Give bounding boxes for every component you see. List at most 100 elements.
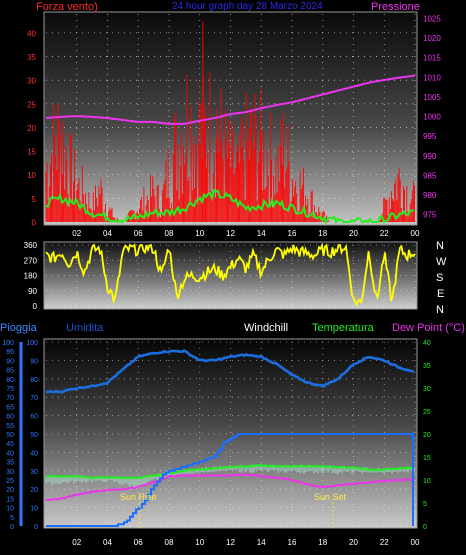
pressure-line xyxy=(45,74,416,125)
bottom-right-tick-label: 5 xyxy=(423,501,427,508)
dir-letter-n2: N xyxy=(436,304,444,316)
top-right-tick-label: 980 xyxy=(423,191,437,200)
top-left-tick-label: 30 xyxy=(27,77,36,86)
bottom-inner-tick-label: 20 xyxy=(30,487,38,494)
bottom-x-tick-label: 06 xyxy=(134,538,143,547)
bottom-inner-tick-label: 50 xyxy=(30,432,38,439)
top-x-tick-label: 08 xyxy=(165,229,174,238)
dewpoint-title: Dew Point (°C) xyxy=(392,322,465,334)
top-left-tick-label: 0 xyxy=(32,219,37,228)
top-right-tick-label: 985 xyxy=(423,171,437,180)
top-series-layer xyxy=(45,21,416,225)
top-x-tick-label: 04 xyxy=(103,229,112,238)
bottom-outer-tick-label: 75 xyxy=(6,386,14,393)
bottom-x-tick-label: 02 xyxy=(72,538,81,547)
bottom-x-tick-label: 22 xyxy=(380,538,389,547)
bottom-inner-tick-label: 30 xyxy=(30,469,38,476)
bottom-outer-tick-label: 100 xyxy=(2,340,14,347)
bottom-right-tick-label: 20 xyxy=(423,432,431,439)
bottom-outer-tick-label: 15 xyxy=(6,496,14,503)
bottom-outer-tick-label: 90 xyxy=(6,358,14,365)
bottom-outer-tick-label: 25 xyxy=(6,478,14,485)
top-right-tick-label: 1020 xyxy=(423,34,441,43)
bottom-x-tick-label: 12 xyxy=(226,538,235,547)
dir-letter-n1: N xyxy=(436,240,444,252)
dir-letter-s: S xyxy=(436,272,443,284)
top-x-tick-label: 20 xyxy=(349,229,358,238)
bottom-outer-tick-label: 95 xyxy=(6,349,14,356)
bottom-outer-tick-label: 45 xyxy=(6,441,14,448)
top-x-tick-label: 02 xyxy=(72,229,81,238)
bottom-inner-tick-label: 40 xyxy=(30,450,38,457)
bottom-outer-tick-label: 35 xyxy=(6,460,14,467)
bottom-inner-tick-label: 60 xyxy=(30,414,38,421)
bottom-x-tick-label: 10 xyxy=(195,538,204,547)
top-right-tick-label: 990 xyxy=(423,152,437,161)
bottom-inner-tick-label: 70 xyxy=(30,395,38,402)
dir-tick-label: 180 xyxy=(24,272,38,281)
top-left-tick-label: 15 xyxy=(27,148,36,157)
bottom-right-tick-label: 35 xyxy=(423,363,431,370)
temperature-line xyxy=(45,463,415,480)
top-x-tick-label: 22 xyxy=(380,229,389,238)
rain-title: Pioggia xyxy=(0,322,38,334)
bottom-outer-tick-label: 10 xyxy=(6,506,14,513)
top-left-tick-label: 20 xyxy=(27,124,36,133)
top-x-tick-label: 18 xyxy=(318,229,327,238)
bottom-outer-tick-label: 5 xyxy=(10,515,14,522)
top-right-tick-label: 1000 xyxy=(423,113,441,122)
top-x-tick-label: 12 xyxy=(226,229,235,238)
bottom-outer-tick-label: 55 xyxy=(6,423,14,430)
windchill-title: Windchill xyxy=(244,322,288,334)
humidity-title: Umidita xyxy=(66,322,104,334)
bottom-x-tick-label: 20 xyxy=(349,538,358,547)
top-x-tick-label: 14 xyxy=(257,229,266,238)
avg-wind-line xyxy=(45,188,415,225)
bottom-right-tick-label: 30 xyxy=(423,386,431,393)
bottom-outer-tick-label: 70 xyxy=(6,395,14,402)
bottom-right-tick-label: 0 xyxy=(423,524,427,531)
bottom-right-tick-label: 15 xyxy=(423,455,431,462)
bottom-outer-tick-label: 0 xyxy=(10,524,14,531)
top-right-tick-label: 975 xyxy=(423,211,437,220)
dir-tick-label: 0 xyxy=(33,302,38,311)
bottom-outer-tick-label: 30 xyxy=(6,469,14,476)
bottom-outer-tick-label: 80 xyxy=(6,377,14,384)
top-left-tick-label: 25 xyxy=(27,100,36,109)
top-left-tick-label: 5 xyxy=(32,195,37,204)
top-right-tick-label: 1005 xyxy=(423,93,441,102)
bottom-x-tick-label: 08 xyxy=(165,538,174,547)
bottom-right-tick-label: 10 xyxy=(423,478,431,485)
direction-line xyxy=(45,242,416,307)
bottom-right-tick-label: 25 xyxy=(423,409,431,416)
top-right-tick-label: 995 xyxy=(423,132,437,141)
bottom-inner-tick-label: 80 xyxy=(30,377,38,384)
temperature-title: Temperatura xyxy=(312,322,375,334)
pressure-title: Pressione xyxy=(371,1,420,13)
bottom-inner-tick-label: 90 xyxy=(30,358,38,365)
bottom-x-tick-label: 00 xyxy=(411,538,420,547)
bottom-outer-tick-label: 40 xyxy=(6,450,14,457)
bottom-outer-tick-label: 65 xyxy=(6,404,14,411)
top-right-tick-label: 1015 xyxy=(423,54,441,63)
top-x-tick-label: 10 xyxy=(195,229,204,238)
dir-tick-label: 360 xyxy=(24,241,38,250)
rain-line xyxy=(46,430,414,527)
bottom-outer-tick-label: 20 xyxy=(6,487,14,494)
top-x-tick-label: 06 xyxy=(134,229,143,238)
bottom-series-layer xyxy=(45,349,415,527)
sunset-label: Sun Set xyxy=(314,492,347,502)
wind-title: Forza vento) xyxy=(36,1,98,13)
dir-letter-e: E xyxy=(437,288,444,300)
dir-tick-label: 270 xyxy=(24,256,38,265)
bottom-x-tick-label: 18 xyxy=(318,538,327,547)
grid-layer xyxy=(46,14,416,527)
bottom-x-tick-label: 14 xyxy=(257,538,266,547)
bottom-right-tick-label: 40 xyxy=(423,340,431,347)
dir-tick-label: 90 xyxy=(28,287,37,296)
bottom-outer-tick-label: 60 xyxy=(6,414,14,421)
tick-label-layer: 0510152025303540975980985990995100010051… xyxy=(2,14,441,547)
direction-series-layer xyxy=(45,242,416,307)
top-x-tick-label: 00 xyxy=(411,229,420,238)
